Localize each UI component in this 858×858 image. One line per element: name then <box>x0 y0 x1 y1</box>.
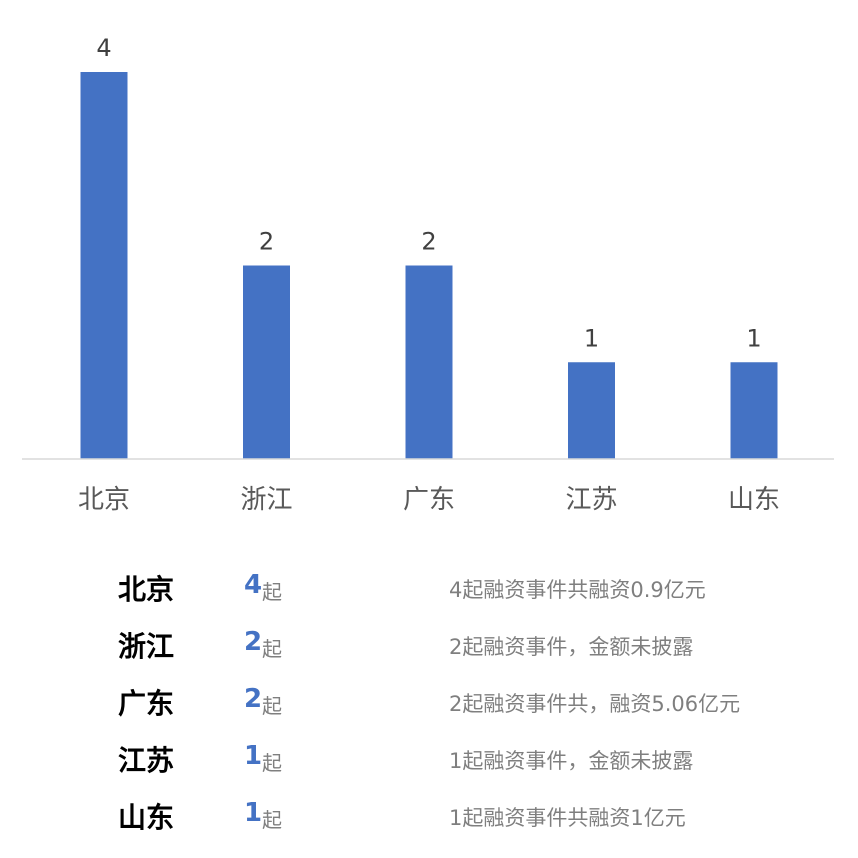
bar-chart: 4 2 2 1 1 北京 浙江 广东 江苏 山东 <box>22 34 834 515</box>
bar-北京 <box>80 72 128 459</box>
event-description: 4起融资事件共融资0.9亿元 <box>449 578 706 602</box>
event-count: 4 <box>244 570 263 600</box>
province-name: 北京 <box>118 573 175 606</box>
category-label: 广东 <box>403 485 455 515</box>
data-label: 2 <box>259 228 274 256</box>
data-label: 1 <box>584 324 599 352</box>
table-row: 江苏 1 起 1起融资事件，金额未披露 <box>0 731 858 781</box>
event-count: 2 <box>244 684 263 714</box>
event-description: 2起融资事件，金额未披露 <box>449 635 694 659</box>
event-unit: 起 <box>262 751 282 775</box>
bar-江苏 <box>568 362 615 459</box>
bars-group: 4 2 2 1 1 <box>80 34 778 459</box>
category-label: 浙江 <box>240 485 292 515</box>
event-count: 1 <box>244 798 263 828</box>
table-row: 广东 2 起 2起融资事件共，融资5.06亿元 <box>0 674 858 724</box>
bar-浙江 <box>243 265 290 459</box>
province-name: 江苏 <box>118 744 175 777</box>
category-label: 山东 <box>728 485 780 515</box>
event-count: 1 <box>244 741 263 771</box>
bar-山东 <box>730 362 778 459</box>
data-label: 2 <box>421 228 436 256</box>
event-unit: 起 <box>262 694 282 718</box>
category-label: 北京 <box>78 485 130 515</box>
category-labels-group: 北京 浙江 广东 江苏 山东 <box>78 485 780 515</box>
event-unit: 起 <box>262 580 282 604</box>
data-label: 1 <box>746 324 761 352</box>
table-row: 浙江 2 起 2起融资事件，金额未披露 <box>0 617 858 667</box>
province-name: 浙江 <box>118 630 175 663</box>
bar-广东 <box>405 265 453 459</box>
province-name: 广东 <box>118 687 175 720</box>
table-row: 北京 4 起 4起融资事件共融资0.9亿元 <box>0 560 858 610</box>
event-description: 2起融资事件共，融资5.06亿元 <box>449 692 741 716</box>
table-row: 山东 1 起 1起融资事件共融资1亿元 <box>0 788 858 838</box>
event-count: 2 <box>244 627 263 657</box>
event-unit: 起 <box>262 808 282 832</box>
data-label: 4 <box>96 34 111 62</box>
province-name: 山东 <box>118 801 175 834</box>
category-label: 江苏 <box>565 485 617 515</box>
event-description: 1起融资事件共融资1亿元 <box>449 806 686 830</box>
event-unit: 起 <box>262 637 282 661</box>
event-description: 1起融资事件，金额未披露 <box>449 749 694 773</box>
